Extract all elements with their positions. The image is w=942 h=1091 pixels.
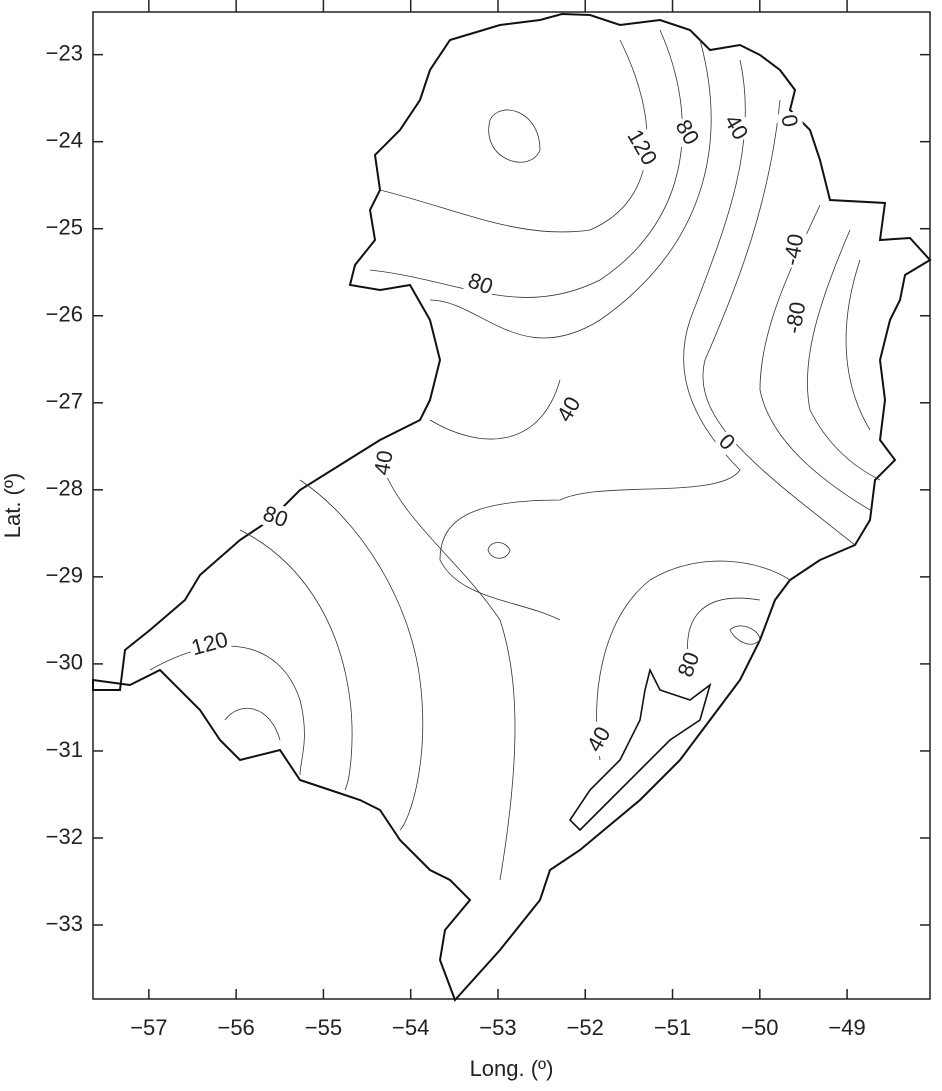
y-tick-label: −31 xyxy=(46,737,83,762)
x-tick-label: −50 xyxy=(741,1015,778,1040)
contour-label-bg xyxy=(550,390,587,428)
y-tick-label: −27 xyxy=(46,389,83,414)
lagoon-outline xyxy=(568,667,712,832)
plot-frame xyxy=(92,11,931,1000)
contour-label: -80 xyxy=(780,300,810,336)
contour-label-bg xyxy=(775,110,804,131)
contour-label-bg xyxy=(257,499,294,534)
contour-label-bg xyxy=(779,297,811,338)
contour-label-bg xyxy=(621,123,664,172)
contour-label-bg xyxy=(580,720,617,758)
contour-label: -40 xyxy=(778,232,808,268)
y-tick-label: −29 xyxy=(46,563,83,588)
region-outline xyxy=(92,12,932,1002)
contour-label: 0 xyxy=(776,113,803,129)
y-tick-label: −30 xyxy=(46,650,83,675)
x-tick-label: −56 xyxy=(217,1015,254,1040)
contour-label-bg xyxy=(712,427,742,457)
y-axis-label: Lat. (º) xyxy=(0,473,25,539)
contour-label-bg xyxy=(671,646,706,683)
y-tick-label: −24 xyxy=(46,127,83,152)
contour-label-bg xyxy=(669,113,706,151)
x-tick-label: −54 xyxy=(392,1015,429,1040)
contour-label: 40 xyxy=(369,448,398,476)
contour-label-bg xyxy=(718,108,755,146)
x-tick-label: −49 xyxy=(828,1015,865,1040)
y-tick-label: −23 xyxy=(46,40,83,65)
contour-lines xyxy=(149,29,881,881)
x-axis-label: Long. (º) xyxy=(470,1056,554,1081)
x-tick-label: −55 xyxy=(305,1015,342,1040)
contour-label-bg xyxy=(186,626,233,661)
y-tick-label: −32 xyxy=(46,824,83,849)
y-tick-label: −26 xyxy=(46,302,83,327)
y-tick-label: −25 xyxy=(46,215,83,240)
x-tick-label: −52 xyxy=(567,1015,604,1040)
x-tick-label: −51 xyxy=(654,1015,691,1040)
y-tick-label: −33 xyxy=(46,911,83,936)
x-tick-label: −57 xyxy=(130,1015,167,1040)
x-tick-label: −53 xyxy=(479,1015,516,1040)
contour-label-bg xyxy=(462,266,499,301)
contour-label-bg xyxy=(368,446,399,479)
contour-label-bg xyxy=(777,229,809,270)
y-tick-label: −28 xyxy=(46,476,83,501)
